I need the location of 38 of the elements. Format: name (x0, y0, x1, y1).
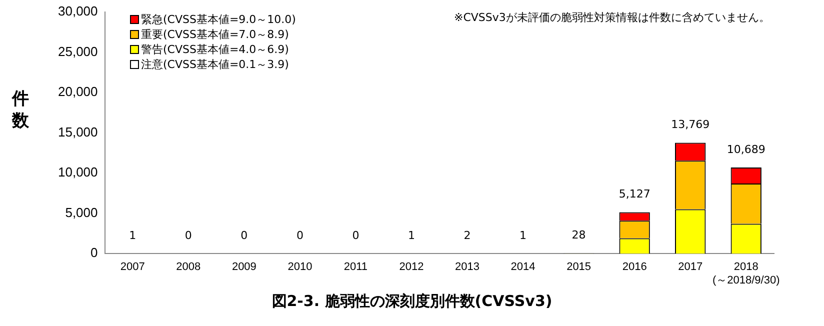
total-label: 2 (464, 228, 471, 242)
y-tick-label: 15,000 (58, 124, 98, 140)
legend-label: 注意(CVSS基本値=0.1～3.9) (140, 57, 290, 72)
total-label: 0 (184, 228, 192, 242)
total-label: 28 (572, 228, 586, 242)
y-tick-label: 25,000 (58, 44, 98, 59)
x-tick-label: 2008 (176, 261, 201, 274)
x-tick-label: 2016 (622, 261, 647, 274)
y-axis-title: 件数 (12, 88, 30, 132)
legend-label: 警告(CVSS基本値=4.0～6.9) (140, 42, 290, 57)
y-tick-label: 20,000 (58, 84, 98, 100)
x-tick-label: 2017 (678, 261, 703, 274)
y-tick-label: 5,000 (65, 204, 98, 220)
total-label: 13,769 (671, 118, 710, 132)
total-label: 0 (296, 228, 304, 242)
x-tick-label: 2013 (455, 261, 480, 274)
total-label: 10,689 (726, 142, 766, 156)
y-tick-label: 0 (90, 245, 98, 260)
total-label: 0 (352, 228, 360, 242)
x-tick-label: 2009 (232, 261, 256, 274)
annotation: ※CVSSv3が未評価の脆弱性対策情報は件数に含めていません。 (454, 10, 770, 25)
total-label: 5,127 (618, 188, 650, 201)
y-tick-label: 10,000 (58, 164, 98, 180)
x-tick-label: 2010 (288, 261, 312, 274)
total-label: 1 (129, 228, 136, 242)
legend-label: 重要(CVSS基本値=7.0～8.9) (140, 27, 290, 42)
x-tick-label: 2015 (566, 261, 592, 274)
total-label: 0 (240, 228, 248, 242)
total-label: 1 (408, 228, 415, 242)
legend-label: 緊急(CVSS基本値=9.0～10.0) (140, 12, 296, 27)
x-tick-label: 2012 (399, 261, 424, 274)
x-tick-label: 2011 (344, 261, 368, 274)
total-label: 1 (520, 228, 527, 242)
x-tick-label: 2018 (～2018/9/30) (712, 261, 780, 286)
text: 図2-3. 脆弱性の深刻度別件数(CVSSv3) (270, 292, 554, 311)
x-tick-label: 2014 (510, 261, 536, 274)
x-tick-label: 2007 (120, 261, 145, 274)
y-tick-label: 30,000 (58, 4, 98, 19)
